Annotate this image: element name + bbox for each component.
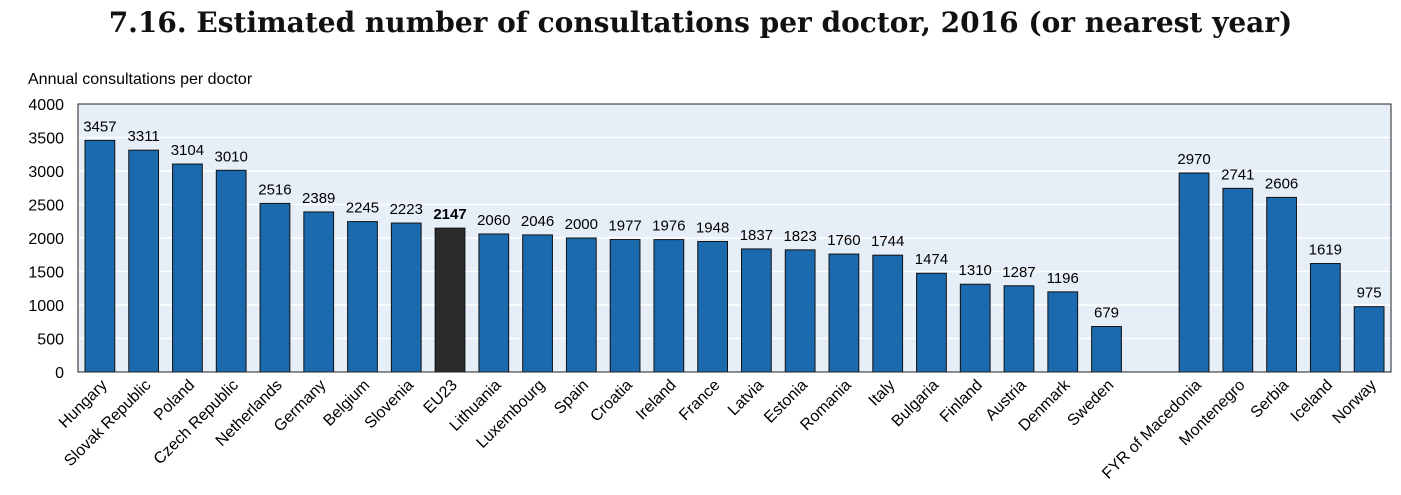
- bar: [959, 283, 991, 373]
- data-label: 1977: [608, 218, 641, 235]
- y-tick-label: 3500: [28, 131, 64, 148]
- y-tick-label: 1000: [28, 298, 64, 315]
- category-label: Ireland: [633, 377, 680, 424]
- bar: [434, 227, 466, 373]
- category-label: Iceland: [1288, 377, 1337, 426]
- data-label: 3311: [128, 128, 160, 145]
- data-label: 2245: [346, 200, 379, 217]
- category-label: Spain: [551, 377, 592, 418]
- bar: [1091, 326, 1122, 373]
- data-label: 2516: [258, 181, 291, 198]
- category-label: Slovenia: [362, 377, 417, 432]
- data-label: 2046: [521, 213, 554, 230]
- plot-frame: [77, 103, 1392, 373]
- data-label: 3104: [171, 142, 204, 159]
- bar: [565, 237, 597, 373]
- data-label: 3010: [214, 148, 247, 165]
- category-label: Croatia: [587, 377, 636, 426]
- data-label: 2970: [1177, 151, 1210, 168]
- data-label: 2741: [1221, 166, 1254, 183]
- bar: [215, 169, 247, 373]
- bar: [259, 202, 291, 373]
- data-label: 1837: [740, 227, 773, 244]
- data-label: 2060: [477, 212, 510, 229]
- data-label: 679: [1094, 305, 1119, 322]
- bar: [784, 249, 816, 373]
- y-tick-label: 2500: [28, 198, 64, 215]
- y-tick-label: 2000: [28, 231, 64, 248]
- bar: [128, 149, 160, 373]
- bar: [609, 239, 641, 373]
- bar: [828, 253, 860, 373]
- data-label: 3457: [83, 118, 116, 135]
- bar: [522, 234, 553, 373]
- y-tick-label: 500: [37, 332, 64, 349]
- y-tick-label: 0: [55, 365, 64, 382]
- data-label: 2606: [1265, 175, 1298, 192]
- y-axis-label: Annual consultations per doctor: [28, 71, 253, 88]
- category-label: Norway: [1330, 377, 1380, 427]
- data-label: 1196: [1047, 270, 1079, 287]
- data-label: 1310: [959, 262, 992, 279]
- bar: [347, 221, 378, 373]
- y-tick-label: 3000: [28, 164, 64, 181]
- chart-title: 7.16. Estimated number of consultations …: [108, 6, 1293, 39]
- bar: [1222, 187, 1254, 373]
- y-axis-ticks: 0 500 1000 1500 2000 2500 3000 3500 4000: [28, 97, 64, 382]
- bars: [84, 139, 1385, 373]
- category-label: France: [676, 377, 723, 424]
- bar: [653, 239, 685, 373]
- category-label: Sweden: [1064, 377, 1117, 430]
- data-label: 1619: [1309, 242, 1342, 259]
- category-label: Bulgaria: [889, 377, 943, 431]
- grid-lines: [78, 136, 1391, 340]
- bar: [697, 240, 728, 373]
- data-label: 1287: [1002, 264, 1035, 281]
- data-label: 1948: [696, 219, 729, 236]
- bar: [1047, 291, 1079, 373]
- data-label: 2389: [302, 190, 335, 207]
- category-label: Latvia: [725, 377, 767, 419]
- data-label: 975: [1357, 285, 1382, 302]
- y-tick-label: 1500: [28, 265, 64, 282]
- category-label: Serbia: [1248, 377, 1293, 422]
- data-label: 2000: [565, 216, 598, 233]
- category-label: Italy: [866, 377, 899, 410]
- bar: [1178, 172, 1210, 373]
- data-label: 1823: [783, 228, 816, 245]
- category-label: EU23: [421, 377, 461, 417]
- bar: [1309, 263, 1341, 373]
- data-label: 1744: [871, 233, 904, 250]
- bar: [478, 233, 510, 373]
- bar: [872, 254, 904, 373]
- bar: [1003, 285, 1035, 373]
- data-labels: 3457 3311 3104 3010 2516 2389 2245 2223 2147 2060…: [83, 118, 1381, 321]
- data-label: 1976: [652, 218, 685, 235]
- data-label: 1474: [915, 251, 948, 268]
- bar: [390, 222, 422, 373]
- data-label: 2223: [390, 201, 423, 218]
- bar: [1266, 196, 1297, 373]
- bar: [172, 163, 203, 373]
- bar: [741, 248, 772, 373]
- category-label: Finland: [937, 377, 986, 426]
- bar: [916, 272, 947, 373]
- bar: [84, 139, 116, 373]
- bar: [1353, 306, 1385, 373]
- data-label: 1760: [827, 232, 860, 249]
- data-label: 2147: [433, 206, 466, 223]
- y-tick-label: 4000: [28, 97, 64, 114]
- bar: [303, 211, 335, 373]
